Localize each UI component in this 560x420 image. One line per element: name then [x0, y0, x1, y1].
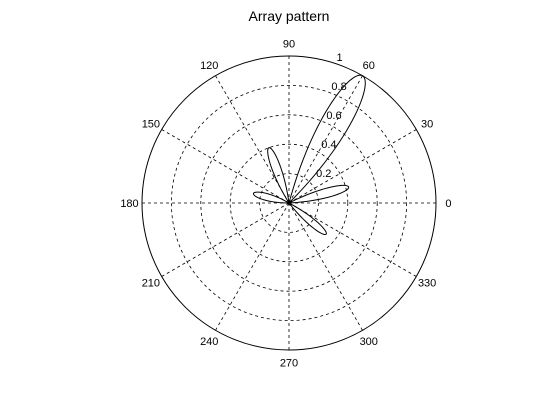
- pattern-series-line: [253, 75, 365, 234]
- angle-tick-label: 270: [280, 357, 298, 369]
- angle-tick-label: 330: [418, 278, 436, 290]
- angle-tick-label: 120: [200, 60, 218, 72]
- radial-tick-label: 0.6: [326, 110, 341, 122]
- angle-tick-label: 210: [142, 278, 160, 290]
- angle-spoke: [289, 203, 416, 277]
- angle-spoke: [216, 203, 290, 330]
- angle-spoke: [162, 130, 289, 204]
- angle-tick-label: 60: [363, 60, 375, 72]
- angle-tick-label: 0: [445, 198, 451, 210]
- angle-spoke: [162, 203, 289, 277]
- angle-spoke: [289, 130, 416, 204]
- angle-tick-label: 150: [142, 118, 160, 130]
- angle-tick-label: 90: [283, 39, 295, 51]
- angle-tick-label: 300: [360, 336, 378, 348]
- angle-spoke: [289, 203, 363, 330]
- angle-tick-label: 30: [421, 118, 433, 130]
- angle-tick-label: 180: [120, 198, 138, 210]
- angle-tick-label: 240: [200, 336, 218, 348]
- radial-tick-label: 1: [337, 52, 343, 64]
